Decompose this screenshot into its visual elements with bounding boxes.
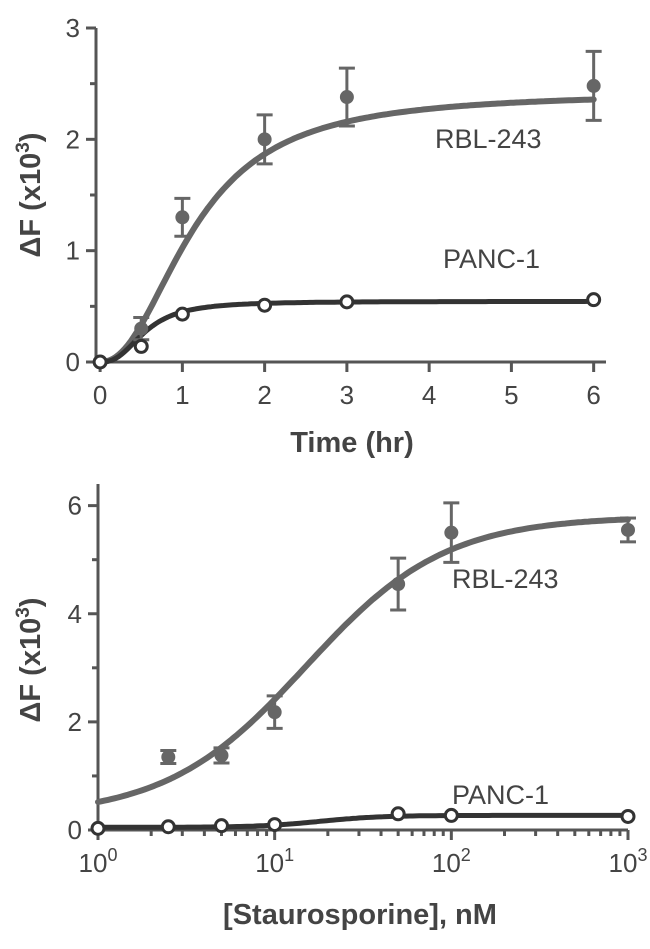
x-tick-label-exponent: 1 <box>284 845 294 865</box>
y-axis-title-text: ΔF (x10 <box>15 618 47 723</box>
x-tick-label-base: 10 <box>255 848 284 878</box>
x-tick-label-exponent: 2 <box>461 845 471 865</box>
fit-curve-panc-1 <box>95 812 631 830</box>
tick-labels: 0 1 2 3 4 5 6 0 1 2 3 <box>66 13 601 410</box>
series-labels: RBL-243 PANC-1 <box>435 124 542 274</box>
series-label-rbl-243: RBL-243 <box>452 564 559 594</box>
data-point-rbl-243 <box>621 522 635 537</box>
data-point-rbl-243 <box>175 210 190 225</box>
x-tick-label-exponent: 0 <box>107 845 117 865</box>
x-axis-title: [Staurosporine], nM <box>223 899 497 931</box>
y-tick-label: 2 <box>68 707 82 737</box>
x-tick-label: 4 <box>422 380 436 410</box>
series-label-rbl-243: RBL-243 <box>435 124 542 154</box>
x-tick-label: 1 <box>175 380 189 410</box>
error-bars <box>160 501 636 766</box>
y-tick-label: 0 <box>66 347 80 377</box>
data-point-rbl-243 <box>161 750 176 765</box>
x-tick-label-base: 10 <box>609 848 638 878</box>
x-tick-label: 6 <box>586 380 600 410</box>
y-tick-label: 2 <box>66 124 80 154</box>
x-tick-label: 103 <box>609 845 648 878</box>
y-axis-title: ΔF (x103) <box>13 133 47 258</box>
data-point-rbl-243 <box>134 321 149 336</box>
fit-curve-panc-1 <box>97 298 597 365</box>
data-point-rbl-243 <box>444 525 459 540</box>
y-axis-title-superscript: 3 <box>13 607 34 618</box>
data-points <box>92 78 602 370</box>
x-tick-label-exponent: 3 <box>637 845 647 865</box>
y-axis-title-close: ) <box>15 133 47 143</box>
y-axis-title-superscript: 3 <box>13 142 34 153</box>
error-bars <box>133 49 602 342</box>
x-tick-label: 5 <box>504 380 518 410</box>
data-point-panc-1 <box>174 306 190 322</box>
series-labels: RBL-243 PANC-1 <box>452 564 559 810</box>
data-point-rbl-243 <box>391 577 406 592</box>
data-point-panc-1 <box>92 354 108 370</box>
data-point-panc-1 <box>257 297 273 313</box>
fit-curve-rbl-243 <box>95 516 631 805</box>
series-label-panc-1: PANC-1 <box>443 244 540 274</box>
y-tick-label: 1 <box>66 236 80 266</box>
data-point-panc-1 <box>443 807 459 823</box>
x-tick-label: 0 <box>93 380 107 410</box>
data-point-panc-1 <box>90 820 106 836</box>
y-axis-title-text: ΔF (x10 <box>15 153 47 258</box>
tick-marks <box>86 26 596 372</box>
tick-marks <box>88 504 630 840</box>
x-tick-label: 3 <box>340 380 354 410</box>
y-tick-label: 6 <box>68 491 82 521</box>
y-tick-label: 3 <box>66 13 80 43</box>
y-tick-label: 4 <box>68 599 82 629</box>
chart-time-course: 0 1 2 3 4 5 6 0 1 2 3 RBL-243 PANC-1 Time (hr) ΔF (… <box>13 13 606 459</box>
x-tick-label: 102 <box>432 845 471 878</box>
data-point-rbl-243 <box>257 132 272 147</box>
x-tick-label: 101 <box>255 845 294 878</box>
x-tick-label: 100 <box>79 845 118 878</box>
series-label-panc-1: PANC-1 <box>452 780 549 810</box>
data-point-rbl-243 <box>214 748 229 763</box>
data-points <box>90 522 636 836</box>
data-point-panc-1 <box>390 806 406 822</box>
fit-curves <box>95 516 631 830</box>
data-point-panc-1 <box>133 338 149 354</box>
y-axis-title-close: ) <box>15 598 47 608</box>
data-point-panc-1 <box>620 808 636 824</box>
data-point-panc-1 <box>586 292 602 308</box>
data-point-panc-1 <box>339 294 355 310</box>
x-tick-label: 2 <box>257 380 271 410</box>
data-point-panc-1 <box>267 817 283 833</box>
data-point-rbl-243 <box>586 78 601 93</box>
y-tick-label: 0 <box>68 815 82 845</box>
x-tick-label-base: 10 <box>432 848 461 878</box>
x-axis-title: Time (hr) <box>290 427 414 459</box>
data-point-rbl-243 <box>267 705 282 720</box>
data-point-panc-1 <box>160 819 176 835</box>
y-axis-title: ΔF (x103) <box>13 598 47 723</box>
data-point-panc-1 <box>213 818 229 834</box>
x-tick-label-base: 10 <box>79 848 108 878</box>
data-point-rbl-243 <box>339 90 354 105</box>
